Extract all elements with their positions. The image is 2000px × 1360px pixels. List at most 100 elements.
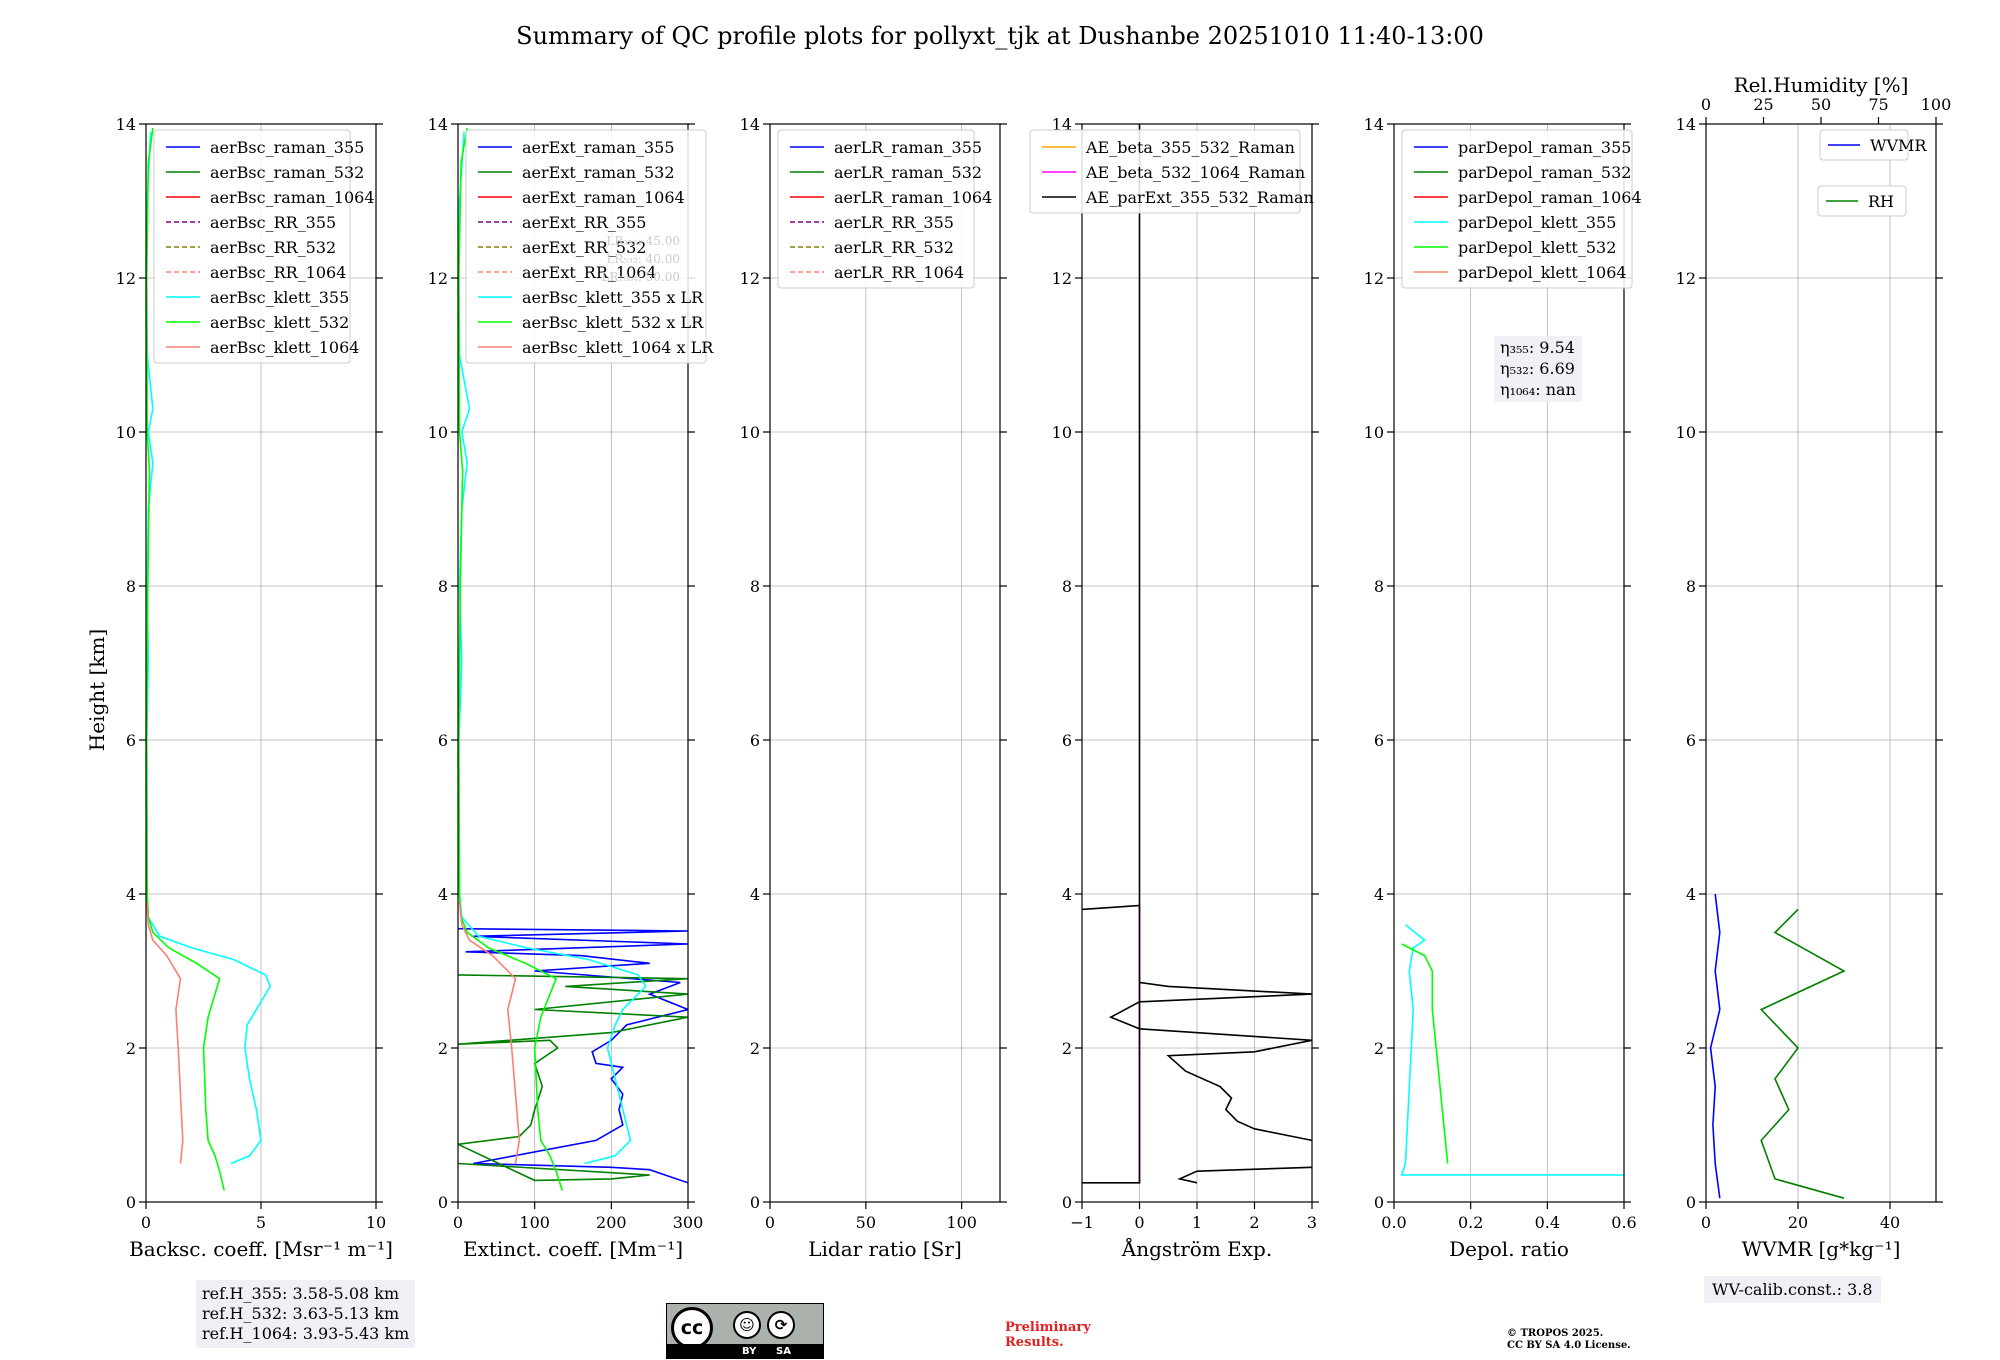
legend-label: aerLR_raman_355: [834, 138, 982, 157]
y-tick-label: 0: [438, 1193, 448, 1212]
y-tick-label: 14: [1364, 115, 1384, 134]
x-tick-label: 1: [1192, 1213, 1202, 1232]
series-parDepol_klett_532: [1401, 943, 1449, 1164]
top-tick-label: 100: [1921, 95, 1952, 114]
series-aerBsc_klett_355 x LR: [458, 131, 647, 1165]
y-tick-label: 6: [126, 731, 136, 750]
y-tick-label: 12: [1676, 269, 1696, 288]
series-aerBsc_klett_1064 x LR: [458, 901, 521, 1164]
legend-label: aerExt_RR_1064: [522, 263, 657, 282]
y-tick-label: 0: [1374, 1193, 1384, 1212]
series-RH: [1759, 908, 1846, 1199]
y-tick-label: 12: [116, 269, 136, 288]
series-WVMR: [1709, 893, 1721, 1199]
top-axis-label: Rel.Humidity [%]: [1734, 73, 1909, 97]
cc-icon: cc: [671, 1307, 713, 1349]
top-tick-label: 25: [1753, 95, 1773, 114]
badge-bar: [667, 1344, 823, 1358]
x-tick-label: 20: [1788, 1213, 1808, 1232]
y-tick-label: 0: [1686, 1193, 1696, 1212]
y-tick-label: 6: [1686, 731, 1696, 750]
y-tick-label: 12: [740, 269, 760, 288]
series-aerBsc_klett_532: [146, 127, 225, 1191]
x-axis-label: Lidar ratio [Sr]: [808, 1237, 962, 1261]
legend-label: aerLR_RR_1064: [834, 263, 964, 282]
y-tick-label: 0: [1062, 1193, 1072, 1212]
y-tick-label: 14: [116, 115, 136, 134]
x-tick-label: 100: [519, 1213, 550, 1232]
y-tick-label: 14: [428, 115, 448, 134]
y-tick-label: 2: [126, 1039, 136, 1058]
x-tick-label: 40: [1880, 1213, 1900, 1232]
legend-label: aerExt_raman_532: [522, 163, 675, 182]
copyright-line-1: © TROPOS 2025.: [1507, 1328, 1604, 1339]
y-tick-label: 10: [1052, 423, 1072, 442]
top-tick-label: 75: [1868, 95, 1888, 114]
legend-label: aerBsc_RR_1064: [210, 263, 346, 282]
sa-label: SA: [776, 1346, 791, 1357]
by-label: BY: [742, 1346, 757, 1357]
legend-box: [1817, 185, 1907, 217]
x-tick-label: −1: [1070, 1213, 1094, 1232]
y-tick-label: 2: [1062, 1039, 1072, 1058]
lr-annotation: LR₃₅₅: 45.00: [606, 234, 680, 248]
legend-label: aerBsc_raman_532: [210, 163, 364, 182]
preliminary-line-2: Results.: [1005, 1335, 1064, 1350]
x-tick-label: 0.2: [1458, 1213, 1483, 1232]
y-tick-label: 2: [438, 1039, 448, 1058]
legend-label: AE_beta_532_1064_Raman: [1085, 163, 1305, 182]
x-tick-label: 2: [1249, 1213, 1259, 1232]
x-tick-label: 0: [141, 1213, 151, 1232]
legend-box: [777, 129, 975, 289]
y-tick-label: 0: [126, 1193, 136, 1212]
legend-label: aerBsc_raman_1064: [210, 188, 375, 207]
legend-label: parDepol_klett_355: [1458, 213, 1616, 232]
y-tick-label: 8: [1686, 577, 1696, 596]
legend-label: aerBsc_RR_532: [210, 238, 336, 257]
series-parDepol_klett_355: [1400, 924, 1624, 1176]
ref-height-532: ref.H_532: 3.63-5.13 km: [202, 1304, 400, 1323]
legend-label: parDepol_raman_532: [1458, 163, 1631, 182]
legend-box: [465, 129, 707, 364]
legend-label: aerBsc_klett_532: [210, 313, 349, 332]
legend-box: [1401, 129, 1633, 289]
share-alike-icon: ⟳: [767, 1311, 795, 1339]
legend-label: aerLR_raman_532: [834, 163, 982, 182]
legend-label: aerLR_raman_1064: [834, 188, 992, 207]
legend-box: [1029, 129, 1301, 214]
series-AE_parExt_355_532_Raman_low: [1177, 1166, 1312, 1184]
legend-label: aerBsc_klett_1064: [210, 338, 359, 357]
top-tick-label: 0: [1701, 95, 1711, 114]
y-tick-label: 8: [126, 577, 136, 596]
legend-label: aerBsc_klett_355 x LR: [522, 288, 704, 307]
x-tick-label: 0: [453, 1213, 463, 1232]
legend-box: [153, 129, 351, 364]
panel-extinction: 0 100 200 300 0 2 4 6 8 10 12 14 Extinct. coeff. [Mm…: [428, 115, 715, 1261]
y-tick-label: 4: [1686, 885, 1696, 904]
series-aerBsc_klett_532 x LR: [458, 127, 564, 1191]
x-axis-label: Depol. ratio: [1449, 1237, 1569, 1261]
copyright-note: © TROPOS 2025. CC BY SA 4.0 License.: [1507, 1328, 1631, 1352]
lr-annotation: LR₅₃₂: 40.00: [606, 252, 680, 266]
y-tick-label: 12: [428, 269, 448, 288]
y-tick-label: 6: [438, 731, 448, 750]
x-tick-label: 0.0: [1381, 1213, 1406, 1232]
legend-label: aerExt_RR_532: [522, 238, 646, 257]
y-tick-label: 10: [740, 423, 760, 442]
y-tick-label: 2: [1374, 1039, 1384, 1058]
panel-depol: 0.0 0.2 0.4 0.6 0 2 4 6 8 10 12 14 Depol. ratio parDe…: [1364, 115, 1642, 1261]
x-axis-label: WVMR [g*kg⁻¹]: [1742, 1237, 1901, 1261]
cc-license-badge: cc ☺ ⟳ BY SA: [666, 1303, 824, 1359]
copyright-line-2: CC BY SA 4.0 License.: [1507, 1340, 1631, 1351]
y-tick-label: 14: [1676, 115, 1696, 134]
wv-calibration-box: WV-calib.const.: 3.8: [1704, 1276, 1881, 1303]
legend-label: WVMR: [1870, 136, 1927, 155]
x-tick-label: 50: [856, 1213, 876, 1232]
legend-label: parDepol_raman_355: [1458, 138, 1631, 157]
legend-label: aerExt_RR_355: [522, 213, 646, 232]
legend-label: parDepol_klett_1064: [1458, 263, 1627, 282]
legend-label: parDepol_raman_1064: [1458, 188, 1642, 207]
legend-box: [1819, 129, 1909, 161]
legend-label: aerExt_raman_355: [522, 138, 675, 157]
